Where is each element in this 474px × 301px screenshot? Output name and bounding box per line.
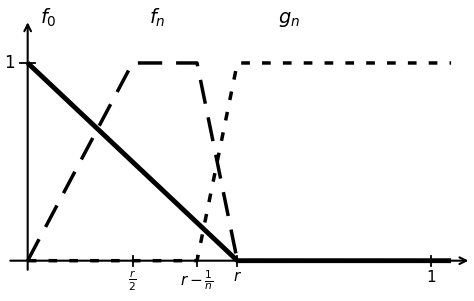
Text: $r$: $r$ — [233, 268, 242, 284]
Text: $f_n$: $f_n$ — [149, 7, 165, 29]
Text: $1$: $1$ — [426, 268, 436, 284]
Text: $f_0$: $f_0$ — [40, 7, 56, 29]
Text: $r-\frac{1}{n}$: $r-\frac{1}{n}$ — [180, 268, 214, 292]
Text: $1$: $1$ — [4, 54, 16, 72]
Text: $\frac{r}{2}$: $\frac{r}{2}$ — [128, 268, 137, 293]
Text: $g_n$: $g_n$ — [278, 10, 300, 29]
